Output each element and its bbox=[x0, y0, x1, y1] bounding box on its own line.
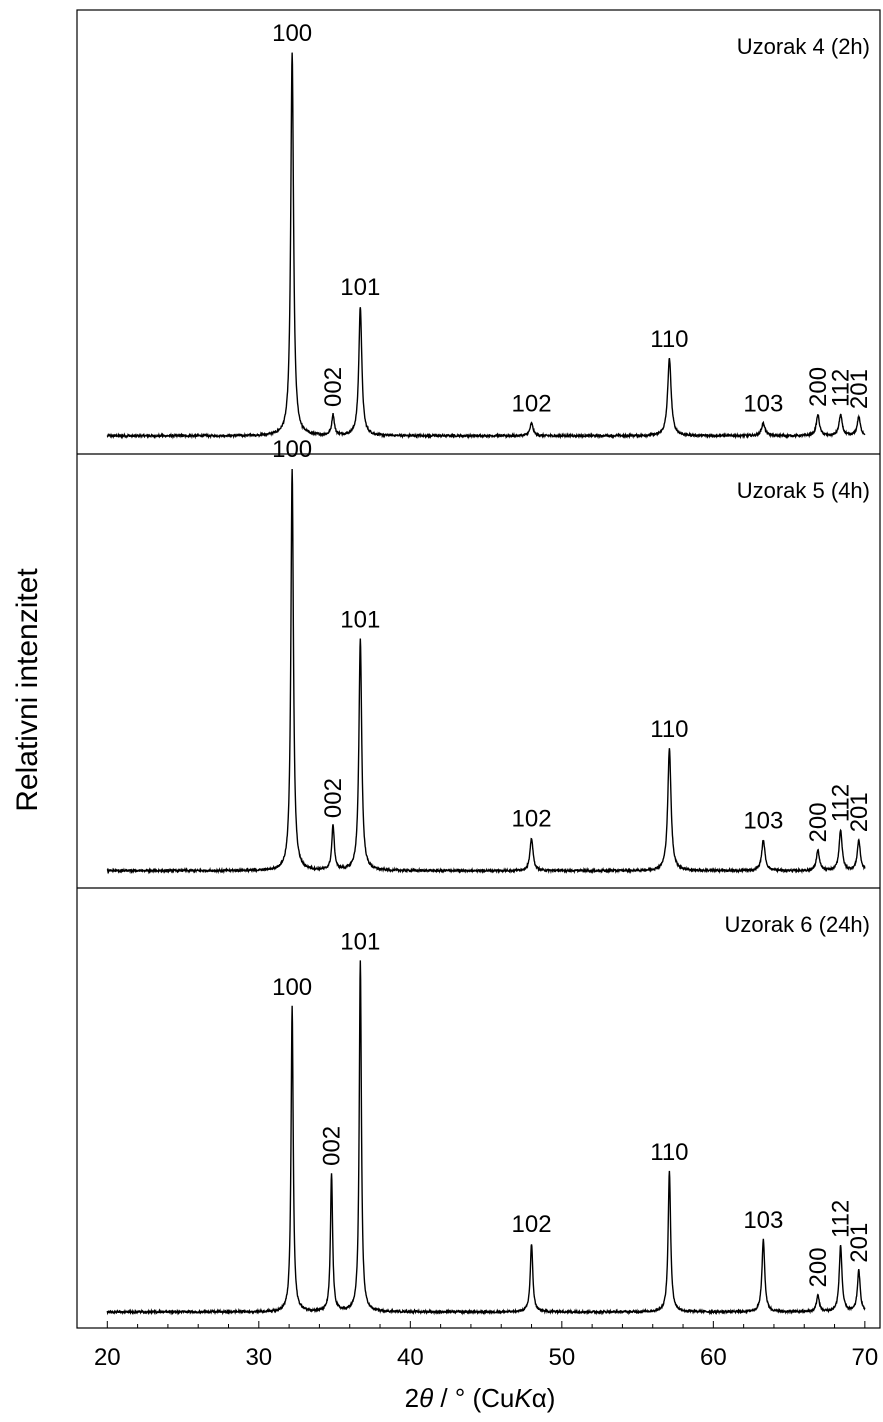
peak-label: 002 bbox=[320, 778, 347, 818]
peak-label: 201 bbox=[846, 792, 873, 832]
peak-label: 102 bbox=[512, 805, 552, 832]
peak-label: 201 bbox=[846, 1223, 873, 1263]
peak-label: 110 bbox=[650, 326, 688, 353]
peak-label: 103 bbox=[743, 390, 783, 417]
panel-title: Uzorak 4 (2h) bbox=[737, 34, 870, 59]
x-tick-label: 30 bbox=[245, 1344, 272, 1371]
peak-label: 002 bbox=[320, 367, 347, 407]
peak-label: 112 bbox=[828, 1200, 855, 1238]
y-axis-label: Relativni intenzitet bbox=[11, 568, 44, 812]
peak-label: 103 bbox=[743, 1207, 783, 1234]
x-tick-label: 40 bbox=[397, 1344, 424, 1371]
diffraction-pattern-line bbox=[106, 52, 866, 440]
peak-label: 200 bbox=[805, 1247, 832, 1287]
panel-title: Uzorak 6 (24h) bbox=[724, 912, 870, 937]
peak-label: 102 bbox=[512, 390, 552, 417]
peak-label: 201 bbox=[846, 369, 873, 409]
x-tick-label: 50 bbox=[548, 1344, 575, 1371]
diffraction-pattern-line bbox=[106, 960, 866, 1316]
peak-label: 101 bbox=[340, 929, 380, 956]
x-tick-label: 20 bbox=[94, 1344, 121, 1371]
x-tick-label: 60 bbox=[700, 1344, 727, 1371]
diffraction-pattern-line bbox=[106, 468, 866, 875]
peak-label: 112 bbox=[828, 369, 855, 407]
peak-label: 112 bbox=[828, 784, 855, 822]
peak-label: 110 bbox=[650, 716, 688, 743]
panel-3: Uzorak 6 (24h) 100 002 101 102 110 103 200 11220… bbox=[106, 912, 873, 1316]
peak-label: 002 bbox=[319, 1126, 346, 1166]
peak-label: 100 bbox=[272, 436, 312, 463]
peak-label: 200 bbox=[805, 802, 832, 842]
peak-label: 110 bbox=[650, 1139, 688, 1166]
x-tick-label: 70 bbox=[851, 1344, 878, 1371]
peak-label: 101 bbox=[340, 606, 380, 633]
peak-label: 100 bbox=[272, 974, 312, 1001]
x-axis-label: 2θ / ° (CuKα) bbox=[405, 1383, 556, 1413]
peak-label: 100 bbox=[272, 20, 312, 47]
peak-label: 200 bbox=[805, 367, 832, 407]
panel-title: Uzorak 5 (4h) bbox=[737, 478, 870, 503]
peak-label: 101 bbox=[340, 274, 380, 301]
peak-label: 102 bbox=[512, 1211, 552, 1238]
peak-label: 103 bbox=[743, 807, 783, 834]
plot-frame bbox=[76, 9, 881, 1329]
